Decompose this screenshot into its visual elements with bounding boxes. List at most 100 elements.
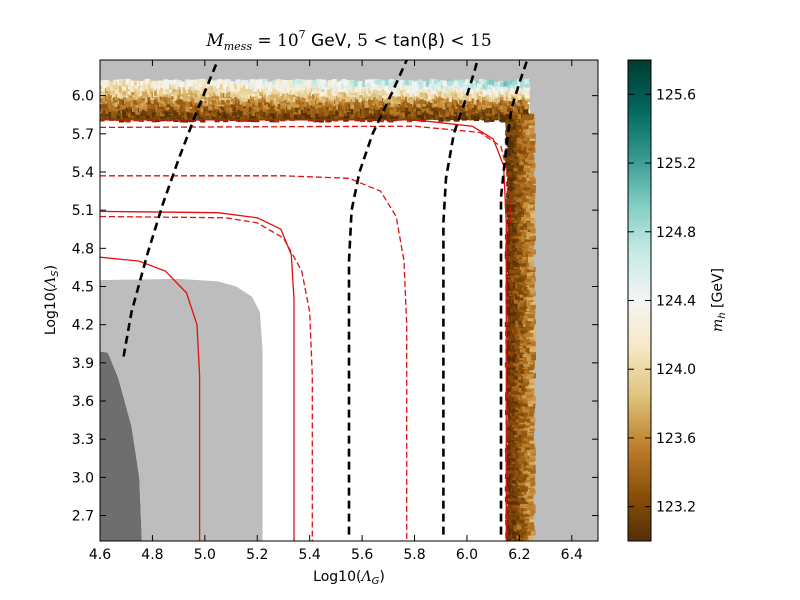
band-cell <box>176 114 182 120</box>
band-cell <box>523 455 529 461</box>
band-cell <box>505 239 511 245</box>
band-cell <box>511 478 517 484</box>
band-cell <box>368 99 374 105</box>
band-cell <box>289 94 295 101</box>
band-cell <box>507 103 513 109</box>
band-cell <box>384 80 390 86</box>
band-cell <box>516 136 522 142</box>
band-cell <box>514 83 520 89</box>
band-cell <box>504 448 511 454</box>
band-cell <box>145 78 151 85</box>
band-cell <box>516 79 523 85</box>
band-cell <box>513 298 519 304</box>
band-cell <box>517 448 523 454</box>
band-cell <box>102 85 108 91</box>
band-cell <box>522 127 528 133</box>
band-cell <box>508 127 514 133</box>
band-cell <box>530 303 536 310</box>
band-cell <box>366 82 372 88</box>
band-cell <box>500 94 506 100</box>
band-cell <box>131 110 137 116</box>
band-cell <box>523 174 529 180</box>
band-cell <box>523 136 529 142</box>
band-cell <box>523 338 529 344</box>
band-cell <box>512 202 518 208</box>
band-cell <box>332 104 338 110</box>
band-cell <box>482 84 488 90</box>
band-cell <box>130 80 136 86</box>
band-cell <box>231 93 237 99</box>
band-cell <box>525 129 531 135</box>
band-cell <box>504 362 510 368</box>
band-cell <box>529 240 535 246</box>
band-cell <box>511 410 517 417</box>
band-cell <box>180 101 186 107</box>
band-cell <box>163 109 169 115</box>
band-cell <box>494 91 500 98</box>
band-cell <box>396 82 402 88</box>
band-cell <box>530 530 536 536</box>
band-cell <box>328 102 334 108</box>
band-cell <box>525 444 531 451</box>
band-cell <box>518 174 524 180</box>
band-cell <box>295 99 301 105</box>
band-cell <box>520 435 526 441</box>
band-cell <box>511 230 517 236</box>
band-cell <box>463 86 469 92</box>
band-cell <box>292 106 298 112</box>
band-cell <box>100 80 105 86</box>
band-cell <box>317 102 323 108</box>
band-cell <box>217 79 223 85</box>
band-cell <box>516 435 522 441</box>
band-cell <box>505 420 511 426</box>
band-cell <box>505 151 511 157</box>
band-cell <box>445 86 451 92</box>
band-cell <box>527 202 534 208</box>
band-cell <box>519 362 525 368</box>
band-cell <box>505 395 511 401</box>
band-cell <box>491 114 497 120</box>
band-cell <box>521 251 527 258</box>
band-cell <box>479 112 485 118</box>
band-cell <box>439 112 445 118</box>
band-cell <box>510 438 516 444</box>
band-cell <box>519 200 526 206</box>
band-cell <box>509 130 515 136</box>
band-cell <box>520 83 526 89</box>
band-cell <box>300 89 306 95</box>
xlabel-post: ) <box>379 569 384 585</box>
band-cell <box>512 237 518 243</box>
band-cell <box>416 89 422 95</box>
band-cell <box>511 365 517 371</box>
band-cell <box>529 438 535 444</box>
band-cell <box>321 96 327 102</box>
band-cell <box>327 97 333 103</box>
band-cell <box>529 408 535 414</box>
band-cell <box>349 80 355 86</box>
x-tick-label: 4.8 <box>141 547 163 563</box>
band-cell <box>355 97 361 103</box>
band-cell <box>518 103 524 109</box>
band-cell <box>516 371 522 377</box>
band-cell <box>505 156 511 163</box>
band-cell <box>378 100 384 107</box>
band-cell <box>530 228 536 234</box>
band-cell <box>217 110 223 116</box>
band-cell <box>133 106 139 113</box>
band-cell <box>513 169 519 175</box>
band-cell <box>336 95 342 101</box>
band-cell <box>505 471 511 477</box>
band-cell <box>287 80 293 86</box>
band-cell <box>512 246 518 252</box>
band-cell <box>220 99 227 105</box>
band-cell <box>523 200 529 206</box>
band-cell <box>508 169 514 175</box>
band-cell <box>422 94 428 100</box>
band-cell <box>239 87 246 93</box>
band-cell <box>324 87 330 93</box>
band-cell <box>530 162 536 168</box>
black-dashed-tanb-contour-4 <box>499 60 529 535</box>
band-cell <box>382 113 388 119</box>
band-cell <box>468 96 474 102</box>
band-cell <box>511 233 517 239</box>
